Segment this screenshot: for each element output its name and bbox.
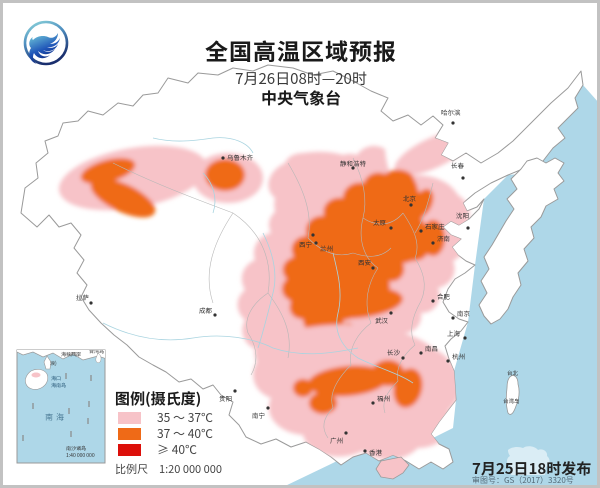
svg-text:贵阳: 贵阳 [219,393,232,403]
svg-text:北京: 北京 [403,193,417,203]
svg-text:杭州: 杭州 [452,351,465,361]
svg-text:上海: 上海 [447,328,461,338]
svg-text:西安: 西安 [358,257,372,267]
svg-text:37 ～ 40℃: 37 ～ 40℃ [157,425,213,442]
svg-text:武汉: 武汉 [375,315,389,325]
svg-text:兰州: 兰州 [320,243,333,253]
svg-text:全国高温区域预报: 全国高温区域预报 [205,33,397,67]
svg-text:长春: 长春 [451,160,465,170]
svg-text:南沙诸岛: 南沙诸岛 [66,445,86,452]
svg-text:图例(摄氏度): 图例(摄氏度) [115,388,201,409]
svg-text:南京: 南京 [457,308,471,318]
svg-text:太原: 太原 [373,217,387,227]
svg-text:海峡西岸: 海峡西岸 [61,351,81,358]
svg-text:长沙: 长沙 [387,347,401,357]
svg-text:广州: 广州 [330,435,343,445]
svg-text:拉萨: 拉萨 [76,292,90,302]
svg-text:浪): 浪) [50,360,57,367]
svg-text:中央气象台: 中央气象台 [261,85,341,109]
svg-text:石家庄: 石家庄 [425,221,445,231]
svg-text:海南岛: 海南岛 [51,382,66,389]
svg-text:南宁: 南宁 [252,410,266,420]
svg-text:≥ 40℃: ≥ 40℃ [157,441,197,458]
svg-text:成都: 成都 [199,305,213,315]
svg-text:沈阳: 沈阳 [456,210,469,220]
svg-text:南海: 南海 [45,412,67,423]
svg-text:乌鲁木齐: 乌鲁木齐 [227,152,254,162]
svg-text:35 ～ 37℃: 35 ～ 37℃ [157,409,213,426]
svg-text:香港: 香港 [369,447,383,457]
svg-text:比例尺 1:20 000 000: 比例尺 1:20 000 000 [115,461,222,477]
svg-text:哈尔滨: 哈尔滨 [441,107,461,117]
svg-text:1:40 000 000: 1:40 000 000 [66,452,95,459]
svg-text:合肥: 合肥 [437,291,451,301]
svg-text:西宁: 西宁 [299,239,313,249]
svg-text:福州: 福州 [377,393,390,403]
svg-text:海口: 海口 [51,375,61,382]
svg-text:静和浩特: 静和浩特 [340,158,367,168]
svg-text:台北: 台北 [507,369,519,377]
svg-text:济南: 济南 [437,233,451,243]
svg-text:南昌: 南昌 [425,343,438,353]
svg-text:审图号：GS（2017）3320号: 审图号：GS（2017）3320号 [472,475,574,486]
svg-text:台湾岛: 台湾岛 [503,397,520,405]
